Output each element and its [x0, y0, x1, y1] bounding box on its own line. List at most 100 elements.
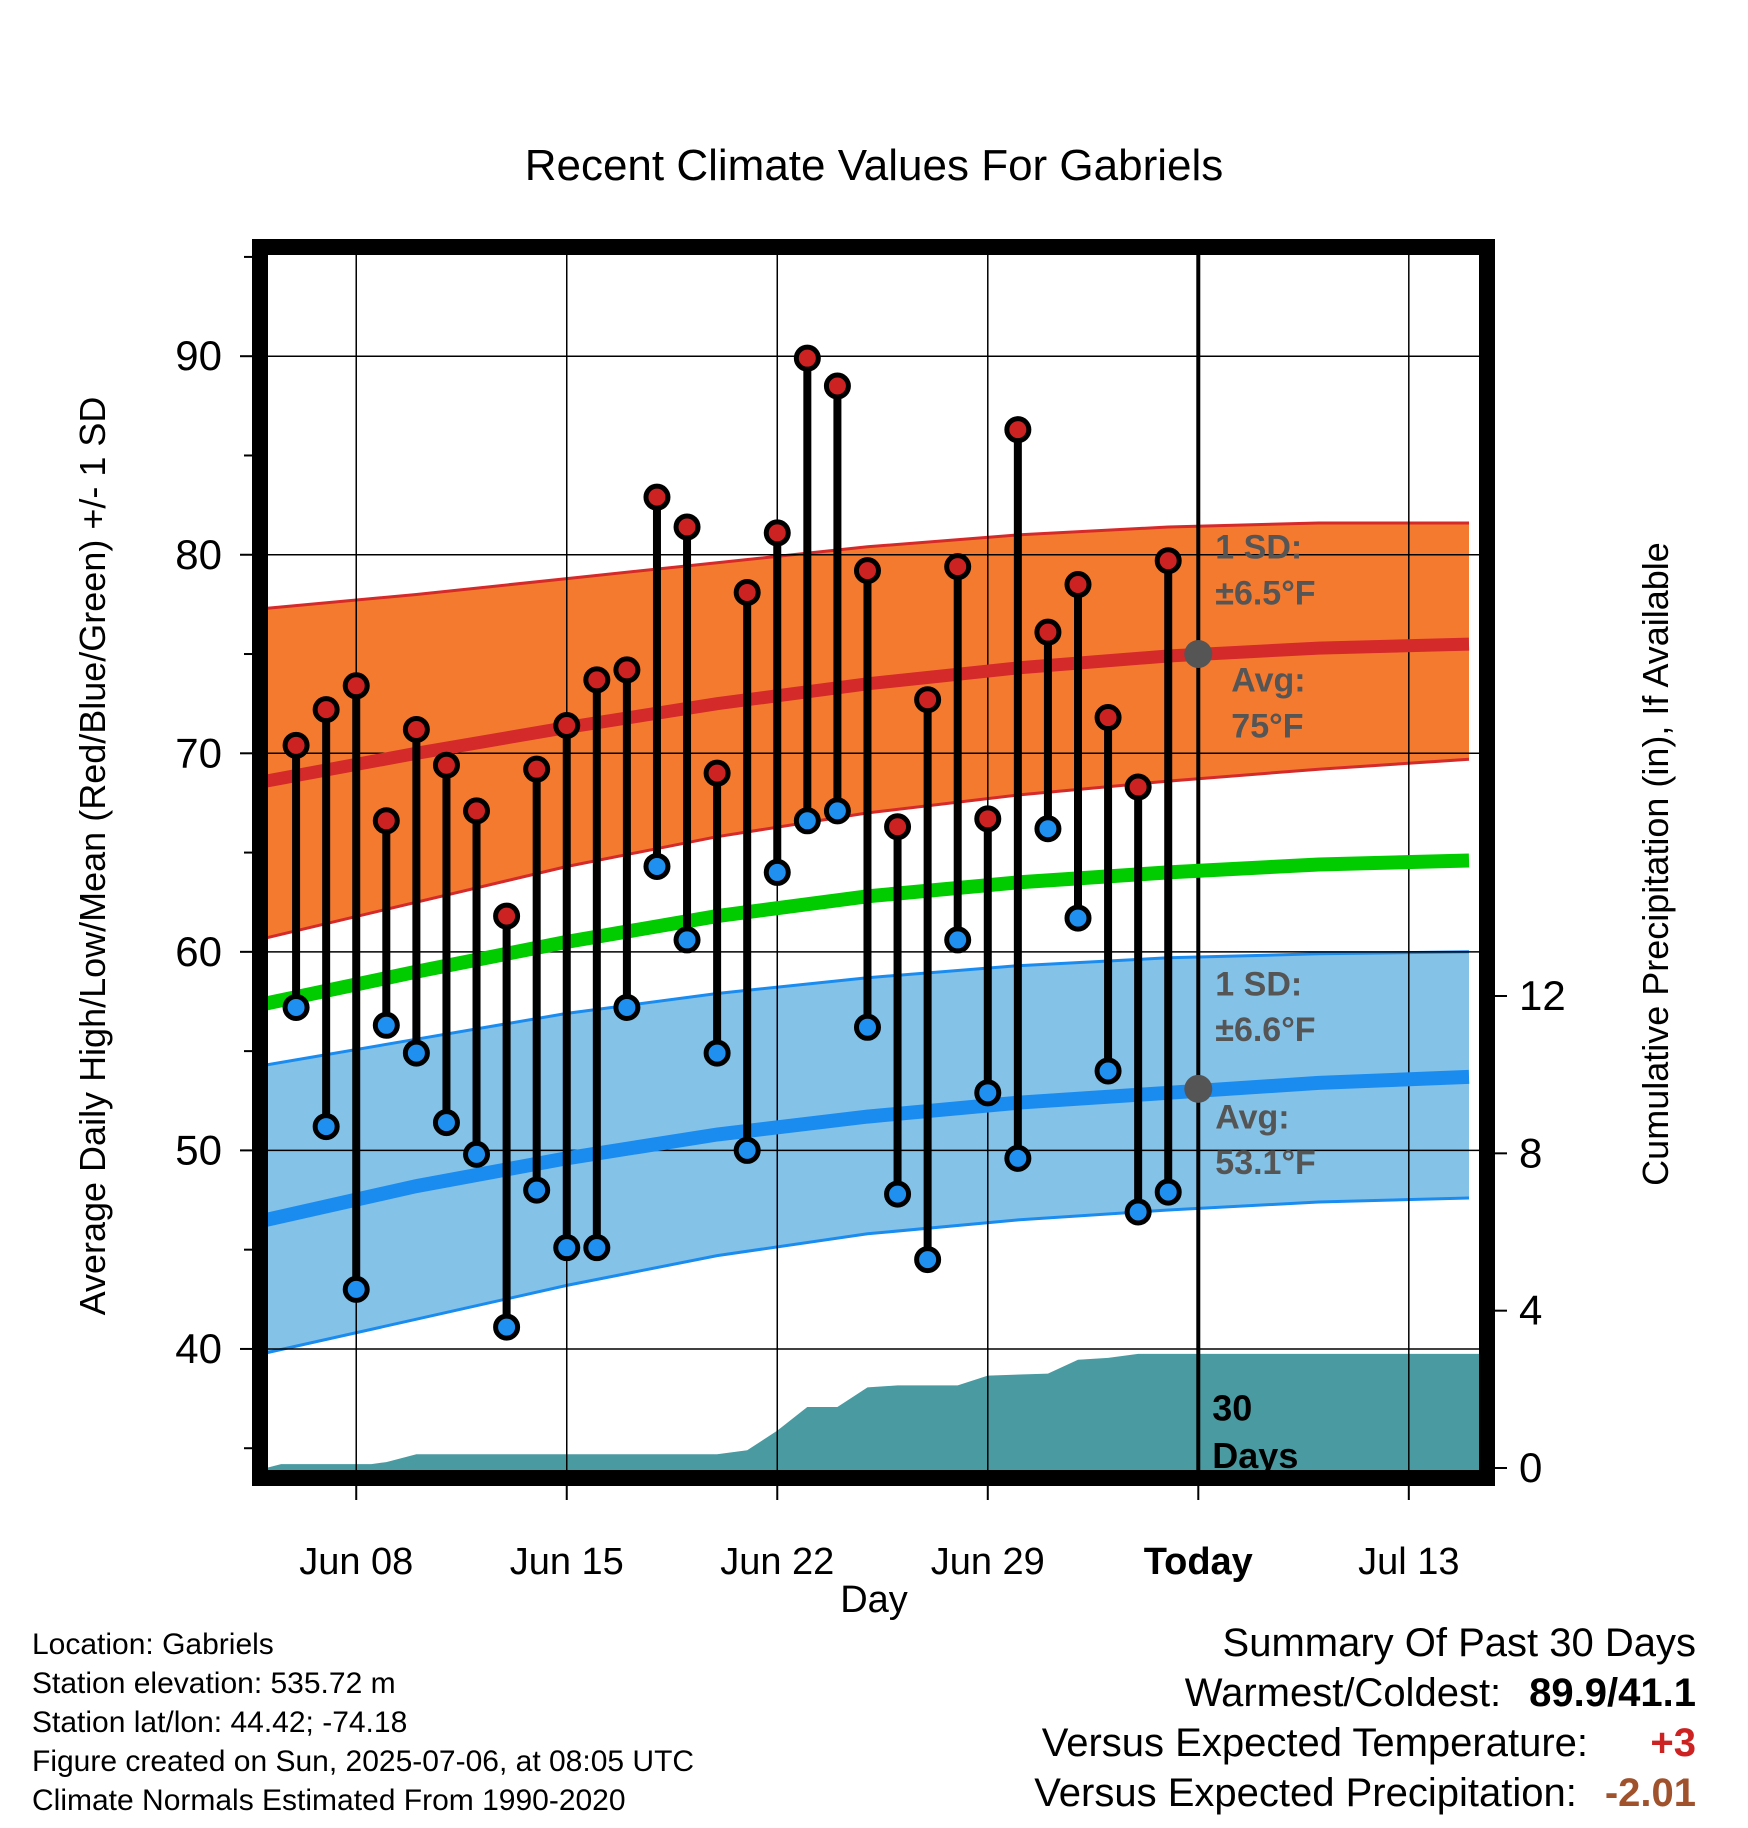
summary-warm-cold-row: Warmest/Coldest: 89.9/41.1 — [1034, 1668, 1696, 1718]
obs-low-point-20 — [884, 1180, 912, 1208]
obs-low-point-3 — [372, 1011, 400, 1039]
summary-warm-cold-value: 89.9/41.1 — [1529, 1671, 1696, 1715]
obs-high-point-27 — [1094, 704, 1122, 732]
x-axis-label: Day — [840, 1579, 908, 1620]
obs-low-point-7 — [493, 1313, 521, 1341]
y2-tick-label-2: 8 — [1519, 1129, 1542, 1176]
obs-high-point-16 — [763, 519, 791, 547]
obs-high-point-29 — [1154, 547, 1182, 575]
plot-area: 1 SD: ±6.5°F Avg: 75°F 1 SD: ±6.6°F Avg: 53.1°F… — [175, 239, 1566, 1583]
y-axis-label: Average Daily High/Low/Mean (Red/Blue/Gr… — [72, 397, 113, 1316]
summary-temp-value: +3 — [1650, 1721, 1696, 1765]
y-tick-label-1: 50 — [175, 1126, 222, 1173]
info-latlon: Station lat/lon: 44.42; -74.18 — [32, 1706, 408, 1739]
obs-low-point-10 — [583, 1234, 611, 1262]
obs-high-point-10 — [583, 666, 611, 694]
summary-temp-label: Versus Expected Temperature: — [1041, 1721, 1588, 1765]
obs-high-point-1 — [312, 696, 340, 724]
obs-high-point-19 — [853, 557, 881, 585]
obs-low-point-0 — [282, 993, 310, 1021]
obs-low-point-19 — [853, 1013, 881, 1041]
high-sd-value: ±6.5°F — [1215, 574, 1315, 612]
chart-title: Recent Climate Values For Gabriels — [525, 141, 1224, 190]
low-sd-label: 1 SD: — [1215, 966, 1302, 1004]
obs-low-point-23 — [974, 1079, 1002, 1107]
obs-high-point-20 — [884, 813, 912, 841]
obs-high-point-15 — [733, 578, 761, 606]
summary-panel: Summary Of Past 30 Days Warmest/Coldest:… — [1034, 1618, 1696, 1818]
obs-high-point-12 — [643, 483, 671, 511]
days-label-number: 30 — [1212, 1387, 1252, 1428]
obs-high-point-0 — [282, 731, 310, 759]
obs-high-point-23 — [974, 805, 1002, 833]
obs-low-point-16 — [763, 858, 791, 886]
y-tick-label-0: 40 — [175, 1325, 222, 1372]
obs-low-point-12 — [643, 852, 671, 880]
y-tick-label-2: 60 — [175, 928, 222, 975]
high-sd-upper-line — [265, 521, 1469, 610]
high-avg-label: Avg: — [1231, 662, 1305, 700]
station-info: Location: Gabriels Station elevation: 53… — [32, 1625, 694, 1820]
x-tick-label-1: Jun 15 — [510, 1541, 624, 1583]
obs-high-point-13 — [673, 513, 701, 541]
obs-high-point-11 — [613, 656, 641, 684]
y-tick-label-4: 80 — [175, 531, 222, 578]
obs-low-point-28 — [1124, 1198, 1152, 1226]
obs-high-point-14 — [703, 759, 731, 787]
obs-low-point-2 — [342, 1275, 370, 1303]
obs-high-point-2 — [342, 672, 370, 700]
obs-low-point-18 — [823, 797, 851, 825]
y2-axis-label: Cumulative Precipitation (in), If Availa… — [1635, 542, 1676, 1186]
low-normal-line — [264, 1069, 1470, 1227]
info-normals: Climate Normals Estimated From 1990-2020 — [32, 1784, 626, 1817]
today-high-avg-marker — [1184, 640, 1213, 669]
obs-low-point-9 — [553, 1234, 581, 1262]
x-tick-label-3: Jun 29 — [931, 1541, 1045, 1583]
summary-precip-label: Versus Expected Precipitation: — [1034, 1771, 1577, 1815]
obs-high-point-28 — [1124, 773, 1152, 801]
x-tick-label-0: Jun 08 — [299, 1541, 413, 1583]
climate-chart: Recent Climate Values For Gabriels 1 SD:… — [72, 141, 1676, 1620]
obs-high-point-18 — [823, 372, 851, 400]
obs-low-point-14 — [703, 1039, 731, 1067]
obs-high-point-6 — [463, 797, 491, 825]
obs-high-point-21 — [914, 686, 942, 714]
obs-low-point-24 — [1004, 1144, 1032, 1172]
obs-low-point-11 — [613, 993, 641, 1021]
summary-precip-row: Versus Expected Precipitation: -2.01 — [1034, 1768, 1696, 1818]
x-tick-label-5: Jul 13 — [1358, 1541, 1459, 1583]
obs-low-point-5 — [432, 1109, 460, 1137]
obs-high-point-3 — [372, 807, 400, 835]
precip-area — [266, 1353, 1487, 1478]
plot-frame — [252, 239, 1495, 1486]
obs-low-point-1 — [312, 1113, 340, 1141]
obs-low-point-27 — [1094, 1057, 1122, 1085]
high-sd-label: 1 SD: — [1215, 529, 1302, 567]
obs-high-point-17 — [793, 344, 821, 372]
obs-low-point-13 — [673, 926, 701, 954]
obs-low-point-29 — [1154, 1178, 1182, 1206]
obs-high-point-22 — [944, 553, 972, 581]
summary-title: Summary Of Past 30 Days — [1222, 1621, 1696, 1665]
summary-temp-row: Versus Expected Temperature: +3 — [1034, 1718, 1696, 1768]
x-tick-label-4: Today — [1144, 1541, 1253, 1583]
obs-high-point-24 — [1004, 416, 1032, 444]
obs-low-point-8 — [523, 1176, 551, 1204]
low-sd-lower-line — [265, 1196, 1470, 1355]
obs-high-point-8 — [523, 755, 551, 783]
low-avg-value: 53.1°F — [1215, 1144, 1316, 1182]
obs-low-point-22 — [944, 926, 972, 954]
info-location: Location: Gabriels — [32, 1628, 274, 1661]
obs-low-point-26 — [1064, 904, 1092, 932]
y-tick-label-3: 70 — [175, 729, 222, 776]
x-tick-label-2: Jun 22 — [720, 1541, 834, 1583]
summary-warm-cold-label: Warmest/Coldest: — [1184, 1671, 1502, 1715]
obs-high-point-25 — [1034, 618, 1062, 646]
y2-tick-label-0: 0 — [1519, 1444, 1542, 1491]
obs-high-point-5 — [432, 751, 460, 779]
y2-tick-label-3: 12 — [1519, 972, 1566, 1019]
obs-low-point-15 — [733, 1136, 761, 1164]
info-created: Figure created on Sun, 2025-07-06, at 08… — [32, 1745, 695, 1778]
obs-low-point-6 — [463, 1140, 491, 1168]
y-tick-label-5: 90 — [175, 332, 222, 379]
